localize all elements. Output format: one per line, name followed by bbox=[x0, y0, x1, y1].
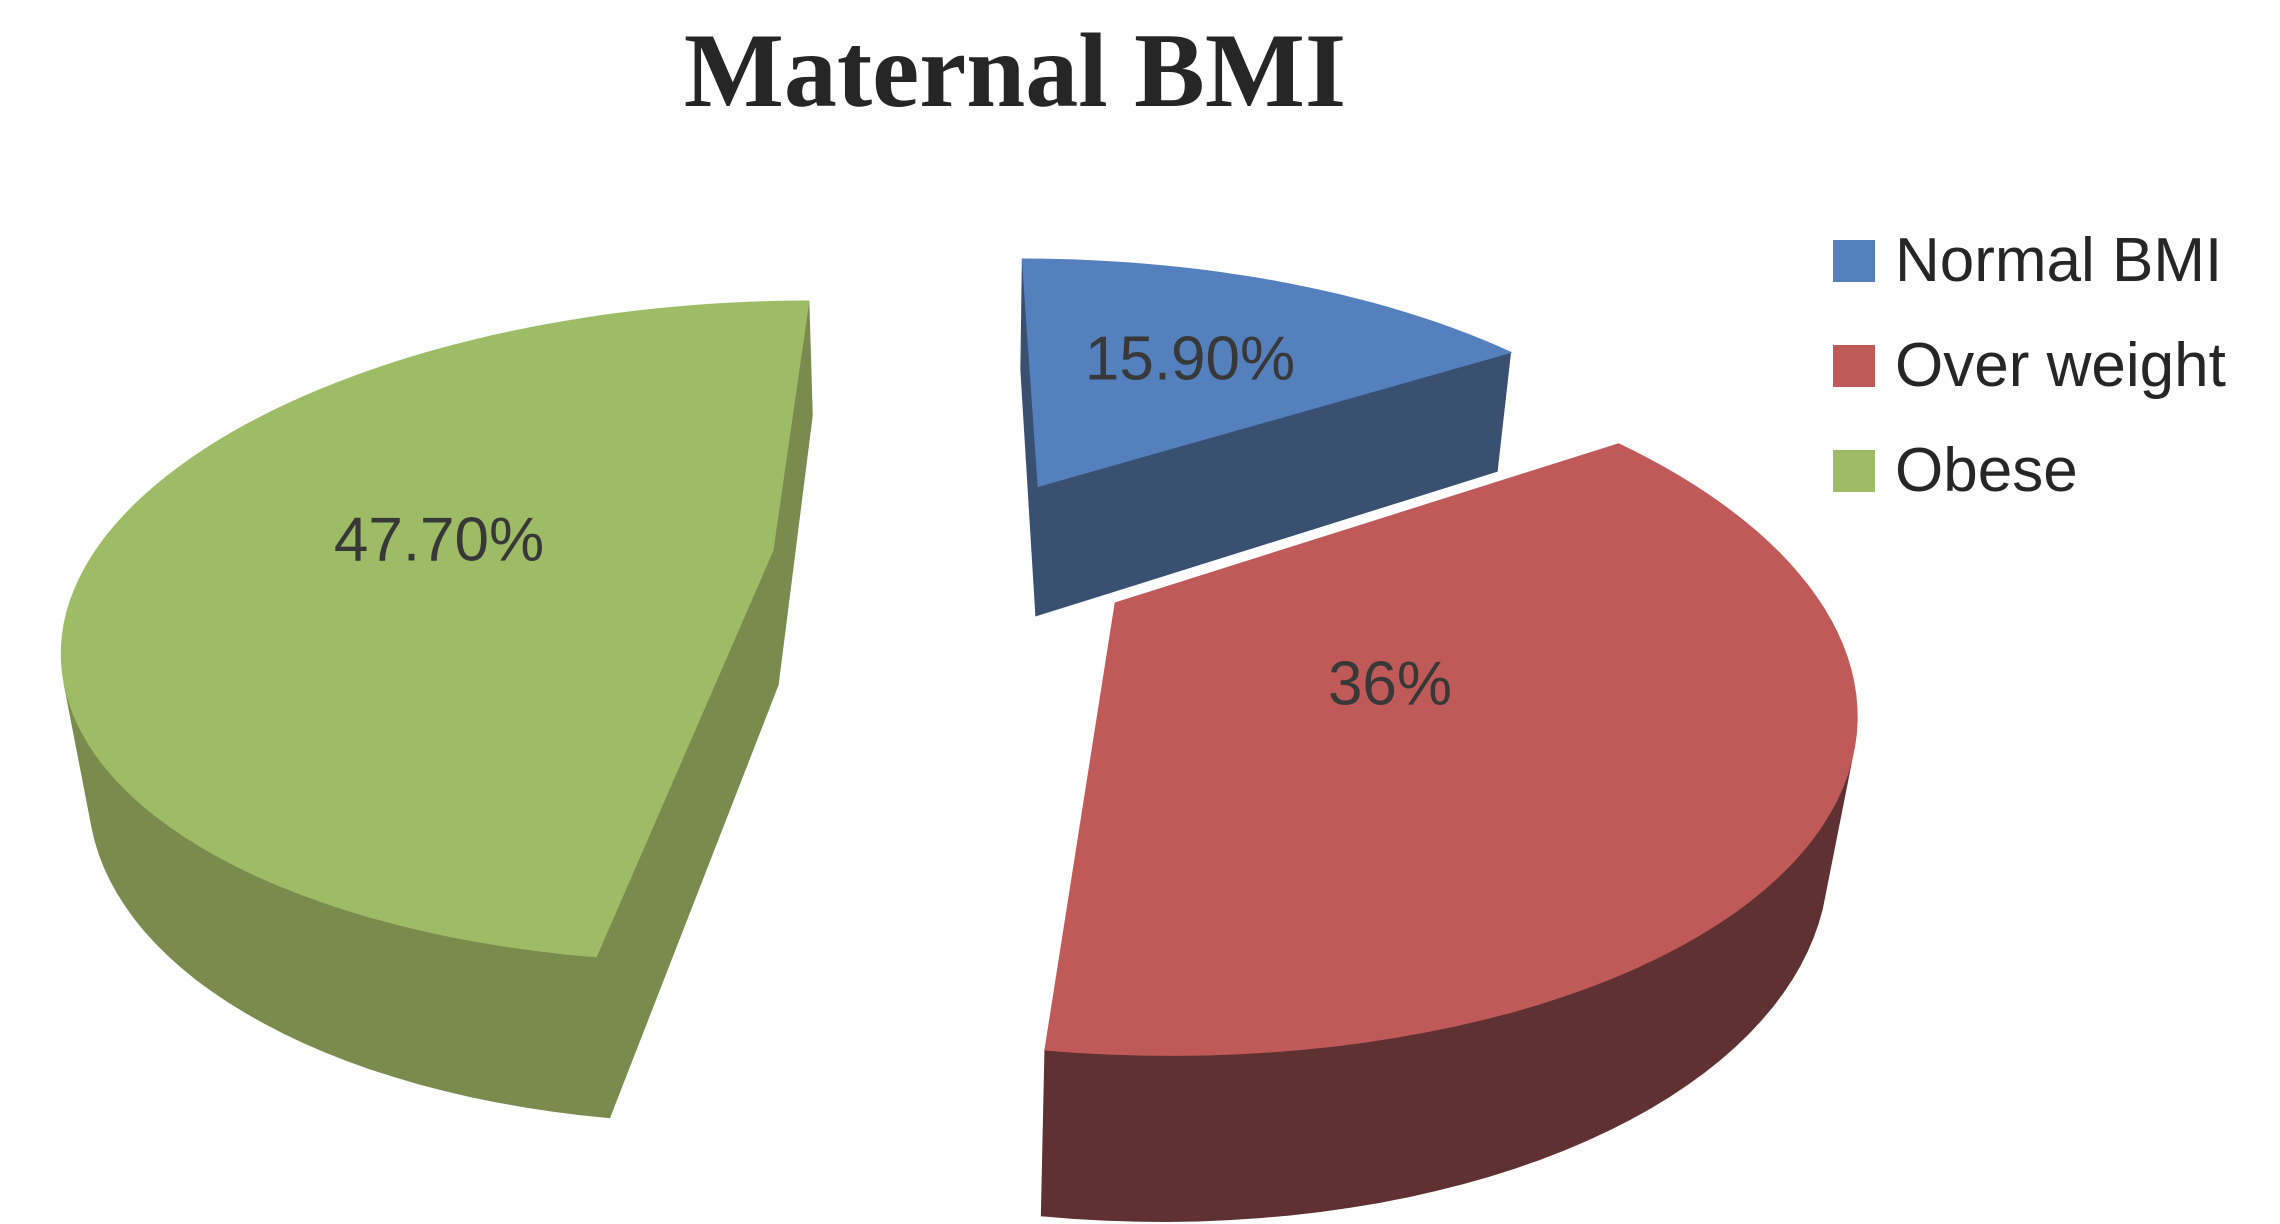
legend-label-over-weight: Over weight bbox=[1895, 331, 2226, 400]
slice-value-label-over-weight: 36% bbox=[1328, 650, 1452, 719]
legend-item-normal-bmi: Normal BMI bbox=[1833, 226, 2222, 296]
pie-slice-obese bbox=[60, 300, 810, 958]
slice-value-label-normal-bmi: 15.90% bbox=[1085, 325, 1295, 394]
legend-item-obese: Obese bbox=[1833, 436, 2078, 506]
legend-swatch-over-weight bbox=[1833, 345, 1875, 387]
legend-label-normal-bmi: Normal BMI bbox=[1895, 226, 2223, 295]
slice-value-label-obese: 47.70% bbox=[334, 506, 544, 575]
pie-slice-over-weight bbox=[1044, 443, 1858, 1056]
legend-swatch-obese bbox=[1833, 450, 1875, 492]
chart-title: Maternal BMI bbox=[683, 12, 1347, 129]
legend-swatch-normal-bmi bbox=[1833, 240, 1875, 282]
legend-item-over-weight: Over weight bbox=[1833, 331, 2226, 401]
legend-label-obese: Obese bbox=[1895, 436, 2078, 505]
pie-slice-normal-bmi bbox=[1021, 258, 1513, 487]
